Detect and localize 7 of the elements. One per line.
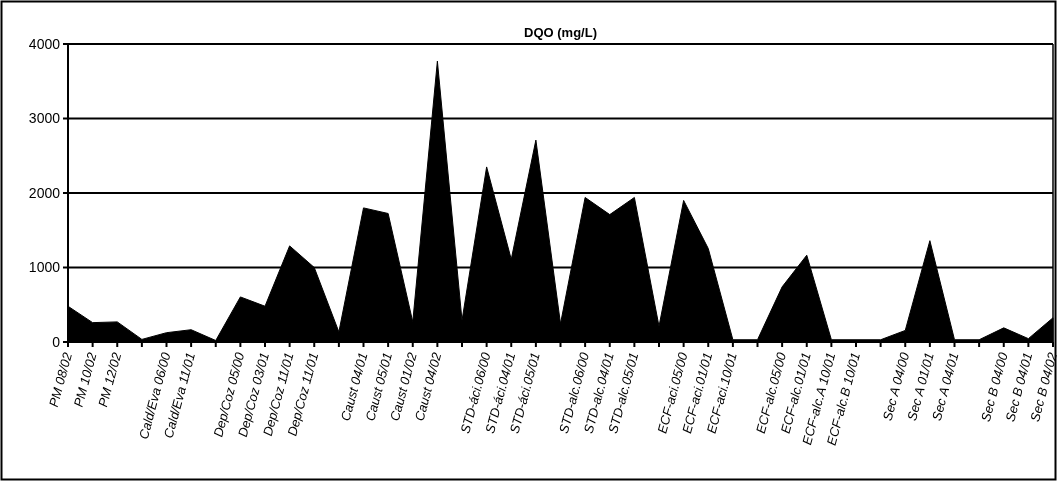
y-tick-label: 1000 (28, 259, 61, 276)
chart-title: DQO (mg/L) (524, 25, 597, 40)
y-tick-label: 0 (52, 333, 61, 350)
y-tick-label: 3000 (28, 110, 61, 127)
y-tick-label: 4000 (28, 35, 61, 52)
y-tick-label: 2000 (28, 184, 61, 201)
x-tick-label: PM 12/02 (95, 350, 125, 409)
